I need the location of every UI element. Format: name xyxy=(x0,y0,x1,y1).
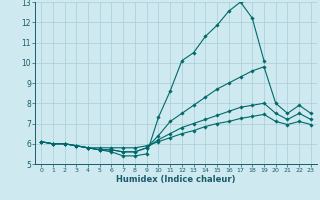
X-axis label: Humidex (Indice chaleur): Humidex (Indice chaleur) xyxy=(116,175,236,184)
